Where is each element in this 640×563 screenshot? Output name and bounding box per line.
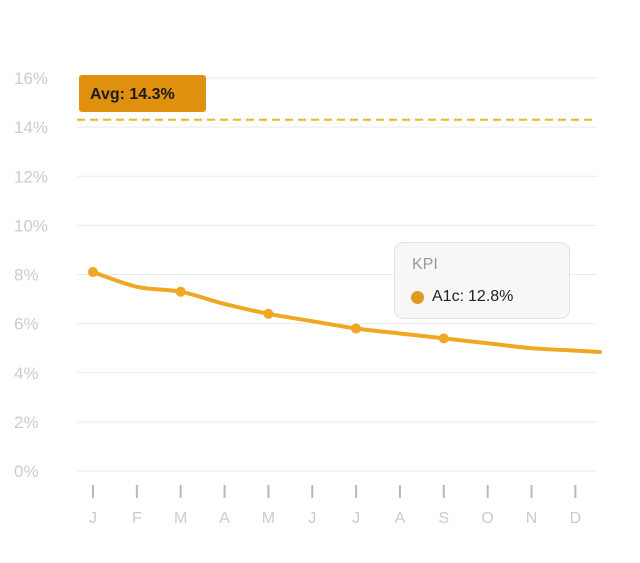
y-tick-label: 4% <box>14 364 39 383</box>
data-point <box>263 308 274 319</box>
x-tick-label: F <box>132 510 142 527</box>
y-tick-label: 6% <box>14 315 39 334</box>
y-tick-label: 14% <box>14 118 48 137</box>
tooltip-separator: : <box>459 288 465 305</box>
series-a1c <box>88 267 602 355</box>
average-reference: Avg: 14.3% <box>77 75 597 121</box>
average-badge <box>79 75 206 112</box>
tooltip-row: A1c: 12.8% <box>411 288 513 306</box>
data-point <box>438 333 449 344</box>
y-tick-label: 2% <box>14 413 39 432</box>
x-tick-label: M <box>262 510 275 527</box>
x-tick-label: J <box>308 510 316 527</box>
y-tick-label: 10% <box>14 216 48 235</box>
x-tick-label: J <box>89 510 97 527</box>
y-tick-label: 16% <box>14 69 48 88</box>
tooltip: KPI A1c: 12.8% <box>394 242 570 319</box>
average-label: Avg: 14.3% <box>90 86 175 103</box>
y-tick-label: 12% <box>14 167 48 186</box>
y-tick-label: 0% <box>14 462 39 481</box>
tooltip-series-name: A1c <box>432 288 460 305</box>
gridlines <box>77 77 597 472</box>
data-point <box>175 286 186 297</box>
x-tick-label: J <box>352 510 360 527</box>
x-tick-label: S <box>438 510 449 527</box>
y-tick-label: 8% <box>14 266 39 285</box>
x-tick-label: D <box>570 510 582 527</box>
y-axis: 0% 2% 4% 6% 8% 10% 12% 14% 16% <box>14 69 48 481</box>
x-tick-label: A <box>395 510 406 527</box>
tooltip-title: KPI <box>412 256 438 273</box>
tooltip-series-dot-icon <box>411 290 424 304</box>
x-tick-label: O <box>481 510 493 527</box>
data-point <box>351 323 362 334</box>
x-tick-label: A <box>219 510 230 527</box>
data-point <box>88 267 98 278</box>
x-tick-label: M <box>174 510 187 527</box>
tooltip-value: 12.8% <box>468 288 514 305</box>
x-tick-label: N <box>526 510 538 527</box>
